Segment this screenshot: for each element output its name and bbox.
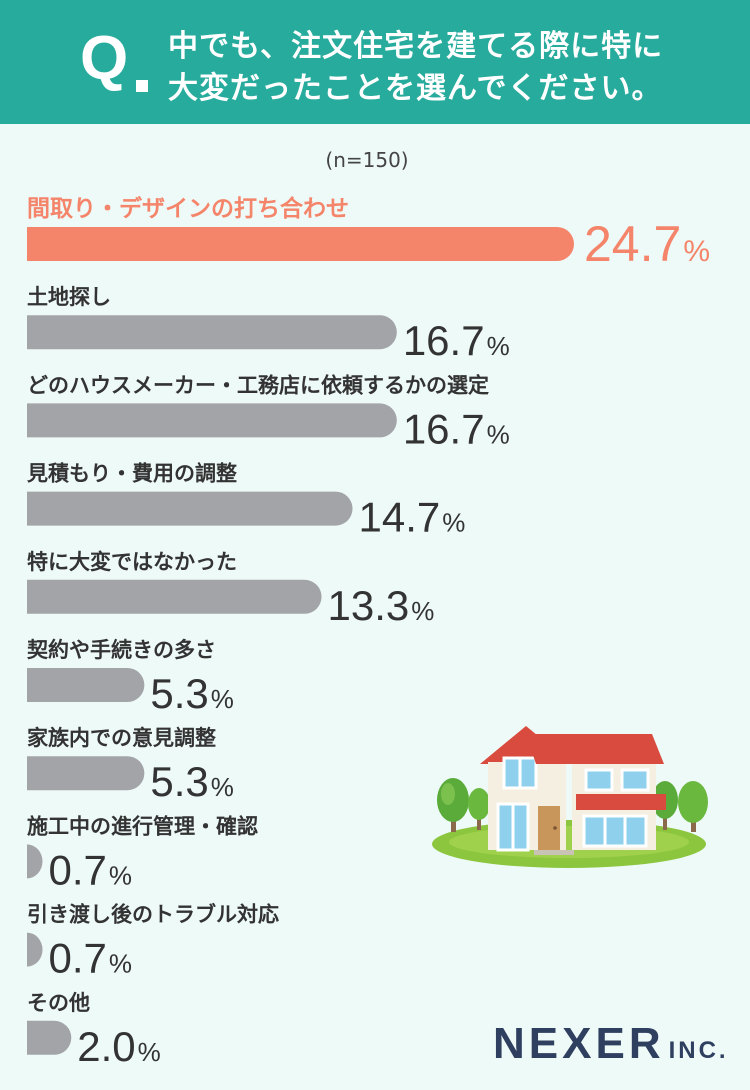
question-header: Q 中でも、注文住宅を建てる際に特に 大変だったことを選んでください。 — [0, 0, 750, 124]
house-illustration — [426, 722, 716, 876]
q-dot — [136, 80, 148, 92]
bar — [27, 932, 43, 967]
roof-right — [526, 734, 664, 764]
value-label: 14.7% — [359, 494, 466, 541]
value-label: 2.0% — [77, 1023, 161, 1070]
category-label: 引き渡し後のトラブル対応 — [27, 903, 279, 927]
bar — [27, 756, 145, 791]
bar — [27, 227, 574, 261]
value-label: 13.3% — [328, 582, 435, 629]
question-line-1: 中でも、注文住宅を建てる際に特に — [168, 29, 664, 64]
value-label: 0.7% — [49, 846, 133, 893]
category-label: その他 — [27, 991, 90, 1015]
category-label: 施工中の進行管理・確認 — [27, 814, 258, 838]
value-label: 0.7% — [49, 935, 133, 982]
bar — [27, 491, 353, 526]
category-label: 土地探し — [27, 285, 111, 309]
bar — [27, 844, 43, 879]
sample-size-row: (n=150) — [0, 148, 750, 172]
question-line-2: 大変だったことを選んでください。 — [168, 71, 663, 106]
sample-size: (n=150) — [325, 148, 409, 172]
bar — [27, 579, 322, 614]
question-text: 中でも、注文住宅を建てる際に特に 大変だったことを選んでください。 — [168, 26, 708, 110]
bar — [27, 668, 145, 702]
tree-icon — [437, 778, 469, 832]
tree-icon — [678, 781, 708, 832]
value-label: 24.7% — [584, 216, 710, 272]
category-label: 契約や手続きの多さ — [26, 638, 216, 662]
category-label: どのハウスメーカー・工務店に依頼するかの選定 — [27, 373, 489, 397]
q-mark: Q — [80, 24, 129, 93]
value-label: 5.3% — [150, 758, 234, 805]
bar — [27, 403, 397, 438]
category-label: 間取り・デザインの打ち合わせ — [27, 195, 349, 222]
bar — [27, 315, 397, 350]
tree-icon — [468, 788, 490, 830]
value-label: 16.7% — [403, 317, 510, 364]
brand-name: NEXER — [493, 1019, 665, 1068]
brand-suffix: INC. — [668, 1037, 729, 1064]
brand-logo: NEXER INC. — [493, 1022, 729, 1066]
category-label: 家族内での意見調整 — [27, 726, 216, 750]
value-label: 16.7% — [403, 405, 510, 452]
category-label: 見積もり・費用の調整 — [27, 462, 237, 486]
bar — [27, 1020, 72, 1055]
value-label: 5.3% — [150, 670, 234, 717]
category-label: 特に大変ではなかった — [27, 550, 237, 574]
